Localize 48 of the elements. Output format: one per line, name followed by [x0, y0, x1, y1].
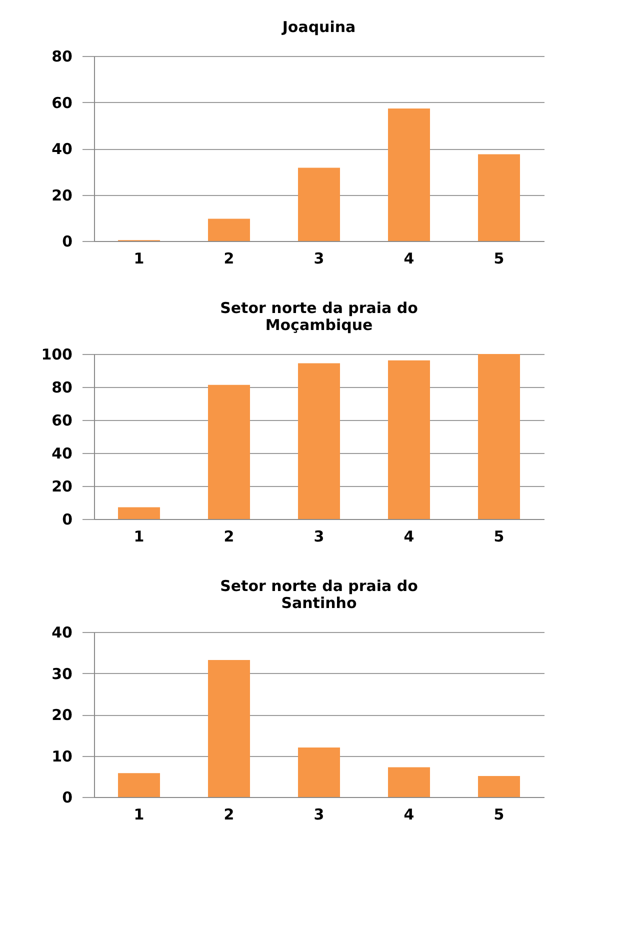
y-tick-label: 20 [52, 706, 72, 724]
bar [208, 218, 250, 241]
x-tick-label: 1 [134, 806, 144, 824]
x-tick-label: 5 [494, 806, 504, 824]
chart-title: Setor norte da praia do Moçambique [220, 299, 418, 334]
bar [208, 384, 250, 519]
bar [388, 108, 430, 241]
y-tick-label: 60 [52, 94, 72, 112]
bar [478, 154, 520, 241]
y-tick-label: 40 [52, 140, 72, 158]
y-tick-label: 40 [52, 624, 72, 642]
x-tick-label: 3 [314, 806, 324, 824]
bar [478, 354, 520, 519]
y-tick-label: 60 [52, 412, 72, 430]
bar [118, 507, 160, 519]
y-tick-label: 10 [52, 747, 72, 766]
bar [298, 748, 340, 797]
x-tick-label: 4 [404, 528, 414, 546]
y-tick-label: 40 [52, 444, 72, 462]
chart-title: Joaquina [281, 18, 356, 36]
bar [298, 363, 340, 519]
x-tick-label: 4 [404, 806, 414, 824]
x-tick-label: 2 [224, 528, 234, 546]
y-tick-label: 20 [52, 186, 72, 204]
x-tick-label: 5 [494, 250, 504, 268]
bar [298, 168, 340, 241]
bar [478, 776, 520, 797]
x-tick-label: 2 [224, 806, 234, 824]
y-tick-label: 20 [52, 478, 72, 496]
y-tick-label: 100 [41, 346, 72, 364]
x-tick-label: 5 [494, 528, 504, 546]
y-tick-label: 30 [52, 664, 72, 683]
chart-title: Setor norte da praia do Santinho [220, 577, 418, 612]
y-tick-label: 0 [62, 510, 72, 528]
x-tick-label: 2 [224, 250, 234, 268]
bar [208, 660, 250, 797]
x-tick-label: 4 [404, 250, 414, 268]
y-tick-label: 80 [52, 48, 72, 66]
bar [118, 773, 160, 797]
x-tick-label: 3 [314, 250, 324, 268]
x-tick-label: 1 [134, 250, 144, 268]
y-tick-label: 0 [62, 232, 72, 250]
y-tick-label: 80 [52, 378, 72, 396]
x-tick-label: 1 [134, 528, 144, 546]
bar [388, 767, 430, 797]
y-tick-label: 0 [62, 788, 72, 806]
x-tick-label: 3 [314, 528, 324, 546]
bar [388, 360, 430, 519]
